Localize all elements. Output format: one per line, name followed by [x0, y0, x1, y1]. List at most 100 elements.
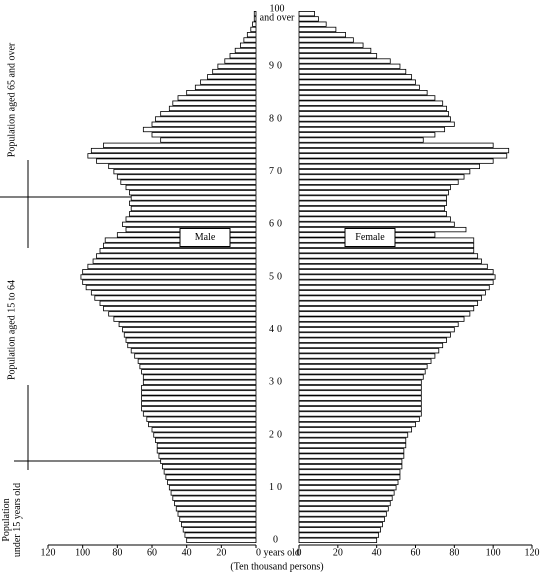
bar — [298, 63, 401, 69]
bar — [298, 395, 422, 401]
bar — [246, 32, 257, 38]
bar — [85, 284, 257, 291]
bar — [298, 111, 449, 117]
bar — [165, 474, 257, 480]
bar — [298, 416, 420, 422]
bar — [181, 521, 257, 528]
bar — [182, 527, 257, 533]
bar — [156, 448, 257, 454]
bar — [103, 142, 257, 148]
bar — [120, 179, 257, 185]
bar — [177, 511, 257, 517]
bar — [113, 316, 257, 322]
bar — [186, 537, 257, 544]
bar — [298, 363, 428, 370]
bar — [298, 58, 391, 64]
bar — [298, 300, 479, 306]
group-label: under 15 years old — [12, 483, 23, 557]
bar — [116, 174, 257, 180]
bar — [243, 37, 257, 43]
legend-label: Male — [195, 232, 216, 243]
bar — [103, 305, 257, 312]
bar — [298, 295, 482, 301]
x-axis-label: (Ten thousand persons) — [230, 561, 323, 572]
y-tick-label: 40 — [269, 324, 285, 335]
bar — [177, 95, 257, 101]
bar — [298, 406, 422, 412]
y-tick-label: 80 — [269, 113, 285, 124]
bar — [298, 516, 385, 522]
bar — [298, 453, 405, 459]
x-tick-label: 40 — [182, 547, 192, 558]
bar — [298, 205, 446, 212]
bar — [298, 379, 422, 385]
bar — [298, 174, 465, 180]
bar — [298, 142, 494, 148]
bar — [172, 100, 257, 106]
bar — [137, 358, 257, 364]
bar — [151, 132, 257, 138]
bar — [298, 421, 416, 428]
bar — [298, 84, 420, 91]
x-tick-label: 60 — [411, 547, 421, 558]
bar — [298, 527, 381, 533]
bar — [146, 416, 257, 422]
bar — [298, 384, 422, 391]
bar — [298, 337, 447, 343]
x-tick-label: 120 — [41, 547, 56, 558]
bar — [298, 479, 399, 486]
bar — [298, 37, 354, 43]
bar — [298, 432, 409, 438]
bar — [87, 263, 257, 270]
y-tick-label: 70 — [269, 166, 285, 177]
bar — [298, 74, 413, 80]
bar — [141, 406, 257, 412]
bar — [298, 411, 422, 417]
x-tick-label: 60 — [147, 547, 157, 558]
group-label: Population aged 15 to 64 — [6, 280, 17, 380]
bar — [142, 126, 257, 133]
bar — [298, 495, 393, 501]
bar — [298, 437, 407, 443]
bar — [194, 84, 257, 91]
bar — [298, 47, 372, 54]
x-tick-label: 0 years old — [256, 547, 300, 558]
bar — [298, 132, 436, 138]
bar — [217, 63, 257, 69]
bar — [298, 216, 451, 222]
bar — [298, 248, 475, 254]
bar — [298, 290, 486, 296]
x-tick-label: 20 — [216, 547, 226, 558]
bar — [172, 495, 257, 501]
bar — [80, 274, 257, 280]
bar — [118, 321, 257, 328]
bar — [134, 353, 257, 359]
bar — [155, 116, 257, 122]
legend-box — [344, 227, 396, 247]
bar — [298, 269, 494, 275]
bar — [253, 16, 257, 22]
bar — [130, 195, 257, 201]
bar — [156, 442, 257, 449]
x-tick-label: 40 — [372, 547, 382, 558]
y-tick-label: 60 — [269, 219, 285, 230]
bar — [122, 327, 257, 333]
bar — [298, 458, 403, 464]
bar — [298, 511, 387, 517]
bar — [298, 463, 403, 470]
bar — [82, 279, 257, 285]
bar — [129, 211, 257, 217]
bar — [298, 179, 459, 185]
bar — [151, 427, 257, 433]
legend-label: Female — [355, 232, 385, 243]
bar — [139, 363, 257, 370]
bar — [298, 200, 447, 206]
bar — [153, 432, 257, 438]
bar — [160, 137, 257, 143]
bar — [298, 184, 451, 191]
bar — [229, 53, 257, 59]
bar — [200, 79, 257, 85]
bar — [298, 163, 480, 170]
bar — [298, 321, 459, 328]
y-tick-label: 90 — [269, 61, 285, 72]
